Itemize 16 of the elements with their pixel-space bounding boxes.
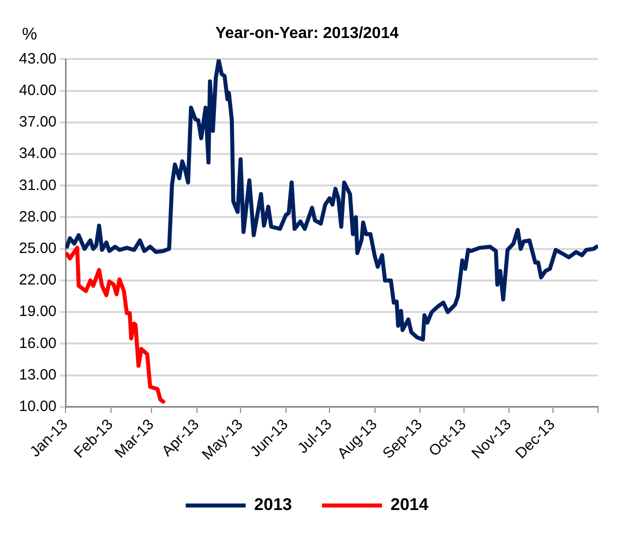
y-tick-label: 19.00 (18, 303, 57, 320)
legend-label: 2014 (390, 495, 429, 514)
y-tick-label: 13.00 (18, 366, 57, 384)
y-tick-label: 34.00 (18, 145, 57, 162)
y-tick-label: 16.00 (18, 334, 57, 352)
y-tick-label: 22.00 (18, 272, 57, 289)
y-tick-label: 40.00 (18, 82, 57, 99)
y-tick-label: 25.00 (18, 240, 57, 257)
y-tick-label: 10.00 (18, 398, 57, 416)
legend-label: 2013 (254, 495, 292, 514)
y-axis-title: % (22, 24, 38, 44)
y-tick-label: 28.00 (18, 208, 57, 226)
chart-title: Year-on-Year: 2013/2014 (215, 25, 399, 42)
y-tick-label: 37.00 (18, 114, 57, 131)
y-tick-label: 43.00 (18, 50, 57, 68)
y-tick-label: 31.00 (18, 176, 57, 194)
